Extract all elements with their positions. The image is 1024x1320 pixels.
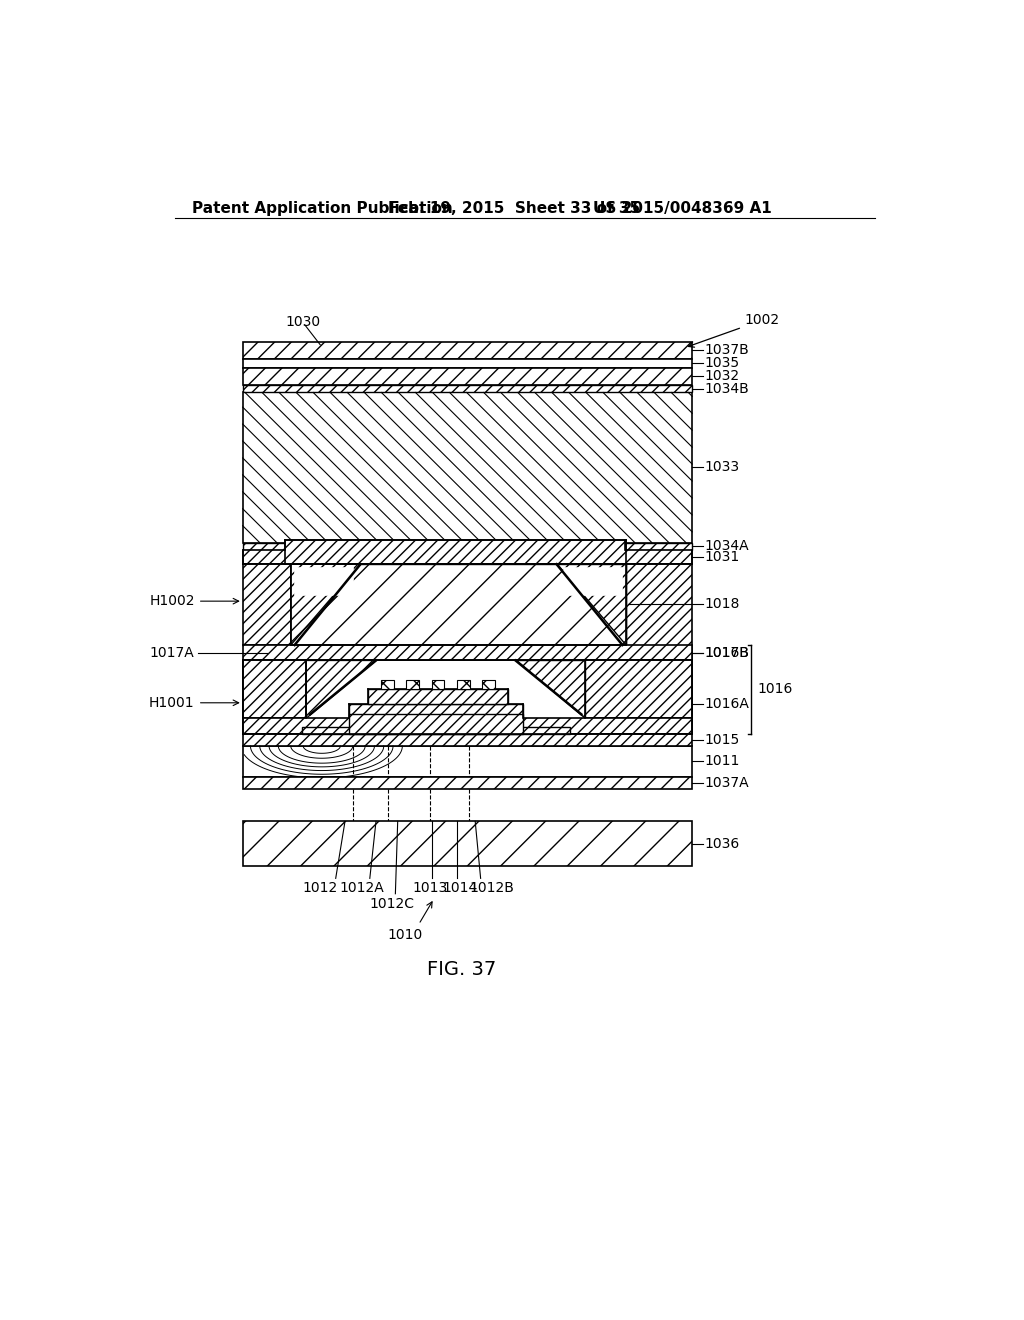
Text: 1013: 1013 (413, 882, 447, 895)
Bar (302, 727, 569, 734)
Text: 1033: 1033 (705, 461, 739, 474)
Polygon shape (295, 568, 352, 595)
Bar (243, 776, 692, 789)
Bar (243, 359, 692, 368)
Text: 1016: 1016 (758, 682, 793, 696)
Text: 1017A: 1017A (150, 645, 195, 660)
Bar (243, 543, 692, 550)
Bar (349, 714, 523, 734)
Bar (243, 746, 692, 776)
Bar (243, 734, 692, 746)
Bar (627, 564, 692, 660)
Polygon shape (291, 564, 442, 587)
Bar (586, 660, 692, 718)
Bar (243, 342, 692, 359)
Polygon shape (306, 660, 376, 718)
Polygon shape (557, 564, 627, 645)
Text: 1011: 1011 (705, 754, 740, 768)
Text: 1030: 1030 (286, 314, 321, 329)
Bar (243, 392, 692, 543)
Text: 1035: 1035 (705, 356, 739, 370)
Bar (482, 680, 495, 689)
Text: US 2015/0048369 A1: US 2015/0048369 A1 (593, 201, 772, 216)
Bar (291, 564, 627, 645)
Bar (381, 680, 393, 689)
Text: Feb. 19, 2015  Sheet 33 of 35: Feb. 19, 2015 Sheet 33 of 35 (388, 201, 640, 216)
Bar (457, 680, 470, 689)
Bar (286, 540, 627, 564)
Bar (243, 550, 692, 564)
Text: 1016A: 1016A (705, 697, 750, 711)
Text: 1031: 1031 (705, 550, 740, 564)
Text: Patent Application Publication: Patent Application Publication (191, 201, 453, 216)
Text: 1032: 1032 (705, 370, 739, 383)
Bar (243, 645, 692, 660)
Bar (432, 680, 444, 689)
Text: 1012C: 1012C (369, 896, 414, 911)
Text: 1015: 1015 (705, 733, 740, 747)
Bar (407, 680, 419, 689)
Bar (243, 660, 692, 734)
Text: 1010: 1010 (388, 928, 423, 941)
Bar (243, 821, 692, 866)
Text: 1012B: 1012B (470, 882, 515, 895)
Text: 1037A: 1037A (705, 776, 750, 789)
Text: FIG. 37: FIG. 37 (427, 960, 496, 979)
Text: 1018: 1018 (705, 597, 740, 611)
Bar (243, 660, 306, 718)
Text: 1036: 1036 (705, 837, 740, 850)
Text: 1017B: 1017B (705, 645, 750, 660)
Bar (349, 705, 523, 718)
Bar (291, 564, 627, 645)
Text: 1014: 1014 (442, 882, 477, 895)
Text: 1012: 1012 (302, 882, 338, 895)
Polygon shape (515, 660, 586, 718)
Text: 1037B: 1037B (705, 343, 750, 358)
Text: 1002: 1002 (688, 313, 780, 347)
Text: 1012A: 1012A (340, 882, 384, 895)
Text: 1034A: 1034A (705, 540, 750, 553)
Polygon shape (564, 568, 623, 595)
Bar (243, 718, 692, 734)
Text: 1034B: 1034B (705, 381, 750, 396)
Bar (369, 689, 508, 705)
Bar (243, 385, 692, 392)
Text: H1002: H1002 (150, 594, 195, 609)
Text: H1001: H1001 (150, 696, 195, 710)
Polygon shape (291, 564, 360, 645)
Bar (243, 368, 692, 385)
Bar (243, 564, 291, 645)
Text: 1016B: 1016B (705, 645, 750, 660)
